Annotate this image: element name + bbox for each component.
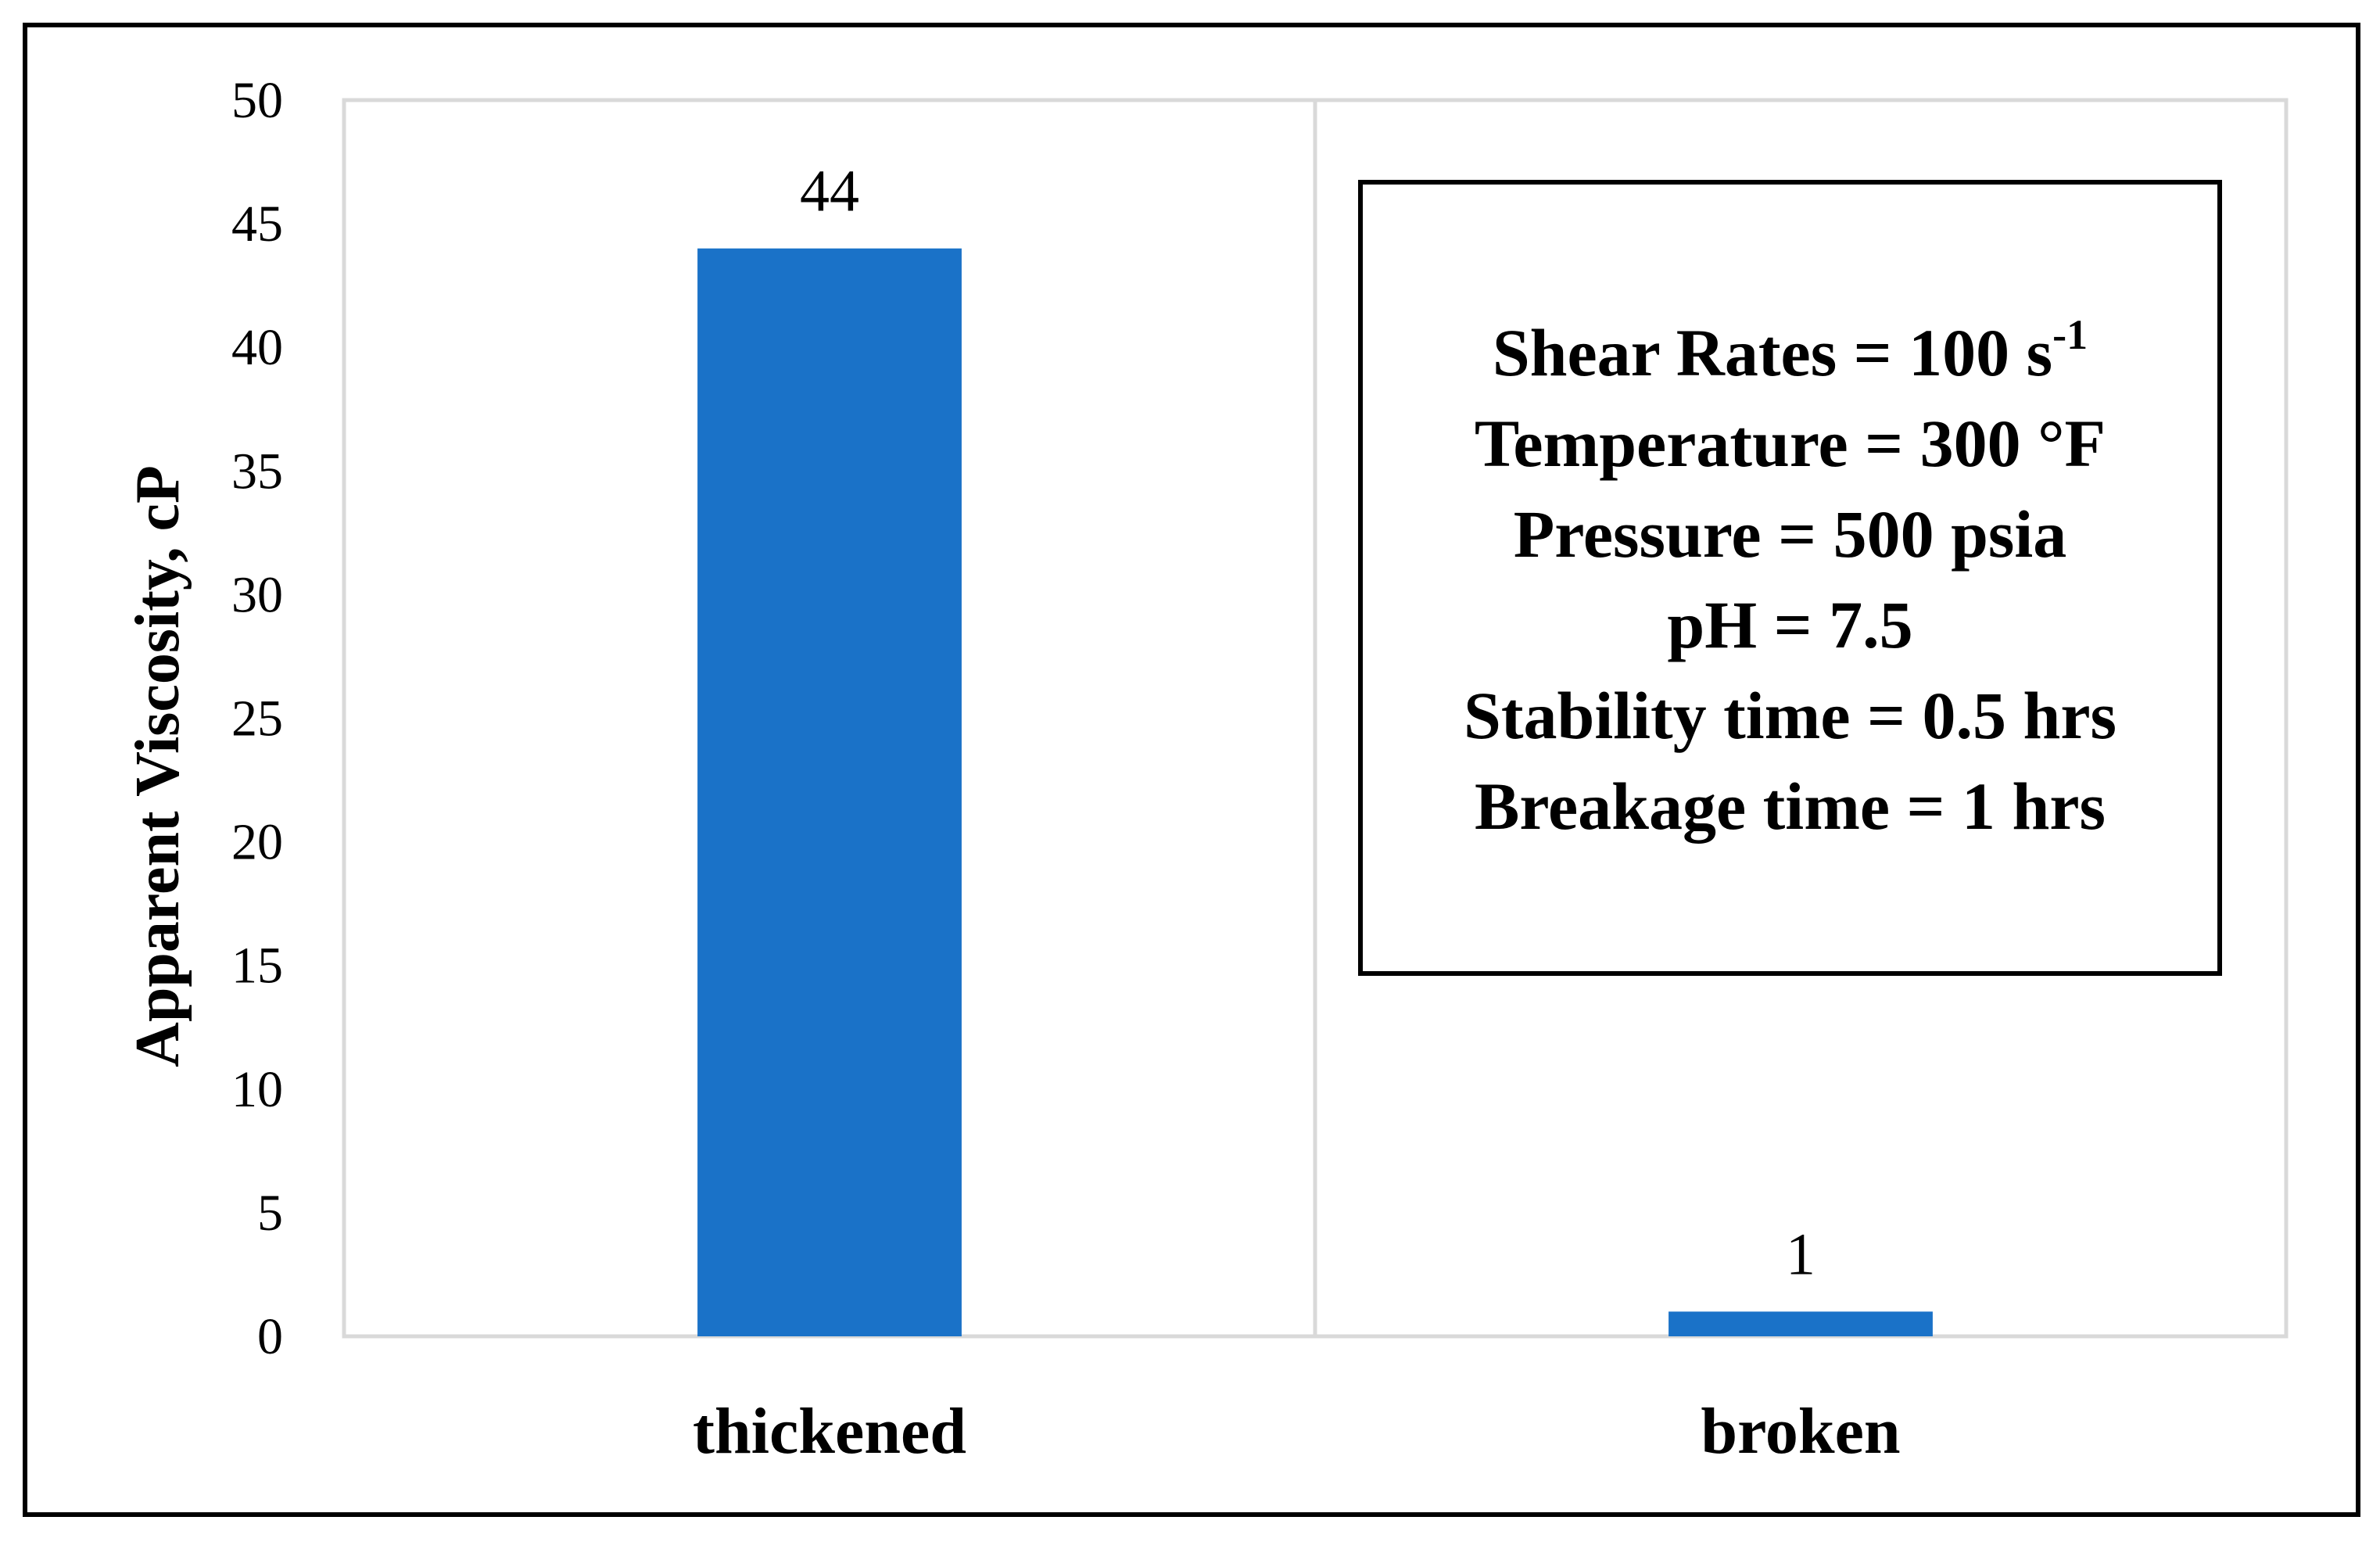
outer-frame bbox=[23, 23, 2360, 1517]
annotation-line: Shear Rates = 100 s-1 bbox=[1493, 311, 2088, 390]
annotation-line: Stability time = 0.5 hrs bbox=[1464, 678, 2117, 753]
data-label-thickened: 44 bbox=[800, 159, 859, 224]
annotation-line: Temperature = 300 °F bbox=[1475, 406, 2106, 481]
data-label-broken: 1 bbox=[1786, 1221, 1815, 1287]
data-labels: 44 1 bbox=[800, 159, 1815, 1288]
annotation-line: pH = 7.5 bbox=[1667, 587, 1912, 662]
y-tick-label: 5 bbox=[257, 1185, 283, 1242]
annotation-box bbox=[1358, 180, 2222, 976]
y-tick-label: 25 bbox=[231, 690, 283, 748]
annotation-line: Pressure = 500 psia bbox=[1514, 497, 2067, 572]
y-tick-label: 50 bbox=[231, 72, 283, 129]
y-tick-label: 30 bbox=[231, 566, 283, 623]
y-tick-label: 10 bbox=[231, 1061, 283, 1118]
bar-thickened bbox=[697, 248, 962, 1337]
y-tick-label: 15 bbox=[231, 938, 283, 995]
y-tick-label: 0 bbox=[257, 1308, 283, 1365]
category-label-thickened: thickened bbox=[693, 1395, 966, 1468]
y-tick-label: 35 bbox=[231, 443, 283, 500]
y-tick-label: 45 bbox=[231, 195, 283, 253]
annotation-text: Shear Rates = 100 s-1 Temperature = 300 °… bbox=[1464, 311, 2117, 844]
y-tick-label: 40 bbox=[231, 319, 283, 376]
annotation-line: Breakage time = 1 hrs bbox=[1475, 769, 2106, 844]
bars bbox=[697, 248, 1933, 1337]
category-label-broken: broken bbox=[1701, 1395, 1900, 1468]
category-labels: thickened broken bbox=[693, 1395, 1901, 1468]
bar-broken bbox=[1669, 1311, 1933, 1336]
y-axis-ticks: 0 5 10 15 20 25 30 35 40 45 50 bbox=[231, 72, 283, 1365]
y-tick-label: 20 bbox=[231, 814, 283, 871]
y-axis-title: Apparent Viscosity, cP bbox=[124, 465, 192, 1067]
